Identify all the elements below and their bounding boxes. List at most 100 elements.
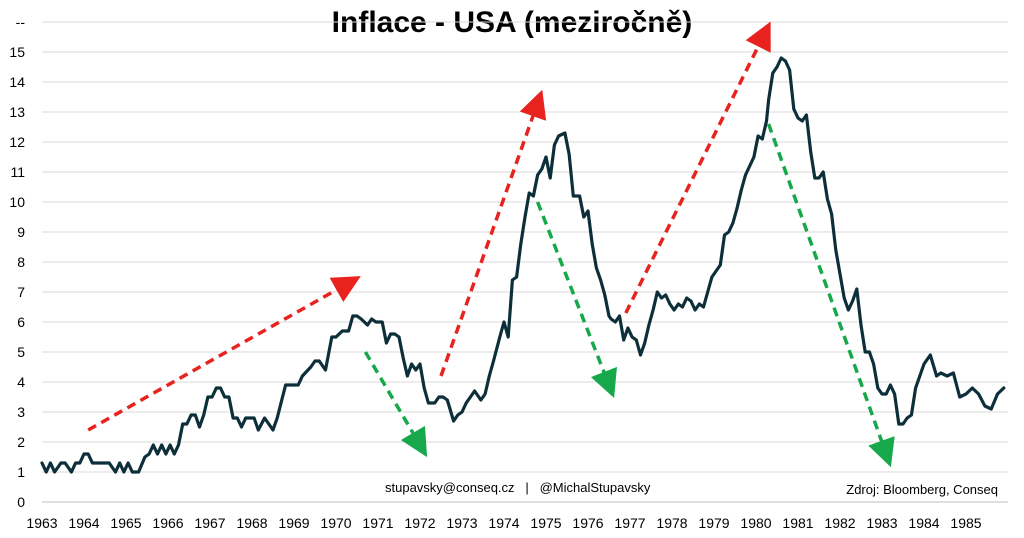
data-point <box>880 392 884 396</box>
data-point <box>441 395 445 399</box>
data-point <box>324 368 327 372</box>
y-tick-label: 12 <box>9 134 25 150</box>
data-point <box>53 470 56 474</box>
data-point <box>248 416 252 420</box>
data-point <box>263 416 266 420</box>
data-point <box>271 428 275 432</box>
data-point <box>590 242 594 246</box>
data-point <box>905 416 909 420</box>
data-point <box>983 404 987 408</box>
x-tick-label: 1977 <box>614 515 645 531</box>
data-point <box>492 359 495 363</box>
data-point <box>603 293 607 297</box>
x-tick-label: 1983 <box>866 515 897 531</box>
data-point <box>164 452 168 456</box>
x-axis-ticks: 1963 1964 1965 1966 1967 1968 1969 1970 1971 1972… <box>26 515 981 531</box>
data-point <box>989 407 993 411</box>
data-point <box>752 155 756 159</box>
x-tick-label: 1970 <box>320 515 351 531</box>
data-point <box>553 143 556 147</box>
data-point <box>855 287 859 291</box>
data-point <box>498 335 502 339</box>
data-point <box>193 413 197 417</box>
x-tick-label: 1980 <box>740 515 771 531</box>
data-point <box>101 461 105 465</box>
trend-arrow-down-4 <box>535 201 617 399</box>
data-point <box>651 308 655 312</box>
x-tick-label: 1966 <box>152 515 183 531</box>
data-point <box>469 395 472 399</box>
data-point <box>834 248 838 252</box>
data-point <box>928 353 932 357</box>
x-tick-label: 1968 <box>236 515 267 531</box>
data-point <box>151 443 155 447</box>
x-tick-label: 1967 <box>194 515 225 531</box>
y-tick-label: -- <box>16 14 26 30</box>
y-tick-label: 9 <box>17 224 25 240</box>
data-point <box>718 263 722 267</box>
data-point <box>567 152 571 156</box>
data-point <box>309 365 313 369</box>
data-point <box>460 410 464 414</box>
data-point <box>689 299 693 303</box>
data-point <box>714 269 718 273</box>
data-point <box>301 374 304 378</box>
data-point <box>385 341 388 345</box>
data-point <box>380 320 384 324</box>
data-point <box>668 302 672 306</box>
data-point <box>422 386 426 390</box>
data-point <box>418 362 422 366</box>
y-tick-label: 5 <box>17 344 25 360</box>
data-point <box>330 335 334 339</box>
x-tick-label: 1984 <box>908 515 939 531</box>
data-point <box>697 302 701 306</box>
data-point <box>156 452 159 456</box>
data-point <box>607 314 611 318</box>
x-tick-label: 1982 <box>824 515 855 531</box>
data-point <box>313 359 317 363</box>
data-point <box>939 371 943 375</box>
data-point <box>756 134 760 138</box>
data-point <box>693 308 697 312</box>
data-point <box>660 296 663 300</box>
data-point <box>838 272 842 276</box>
data-point <box>977 392 980 396</box>
trend-arrow-down-6 <box>766 123 895 468</box>
y-tick-label: 7 <box>17 284 25 300</box>
data-point <box>290 383 294 387</box>
data-point <box>702 305 705 309</box>
data-point <box>914 386 917 390</box>
data-point <box>410 362 413 366</box>
data-point <box>681 305 684 309</box>
data-point <box>487 374 491 378</box>
data-point <box>859 323 863 327</box>
data-point <box>599 278 602 282</box>
data-point <box>536 173 539 177</box>
data-point <box>544 155 548 159</box>
data-point <box>851 299 854 303</box>
data-point <box>586 209 590 213</box>
data-point <box>788 68 791 72</box>
x-tick-label: 1974 <box>488 515 519 531</box>
grid-lines <box>42 21 1008 503</box>
data-point <box>609 317 613 321</box>
data-point <box>796 116 800 120</box>
data-point <box>527 191 531 195</box>
data-point <box>206 395 210 399</box>
data-point <box>626 326 630 330</box>
data-point <box>168 443 172 447</box>
data-point <box>147 452 151 456</box>
data-point <box>800 119 804 123</box>
data-point <box>767 98 770 102</box>
source-annotation: Zdroj: Bloomberg, Conseq <box>846 482 998 497</box>
trend-arrow-up-5 <box>624 21 771 314</box>
data-point <box>78 461 82 465</box>
data-point <box>664 293 668 297</box>
data-point <box>40 461 44 465</box>
x-tick-label: 1969 <box>278 515 309 531</box>
data-point <box>813 176 817 180</box>
data-point <box>872 362 875 366</box>
data-point <box>359 317 363 321</box>
